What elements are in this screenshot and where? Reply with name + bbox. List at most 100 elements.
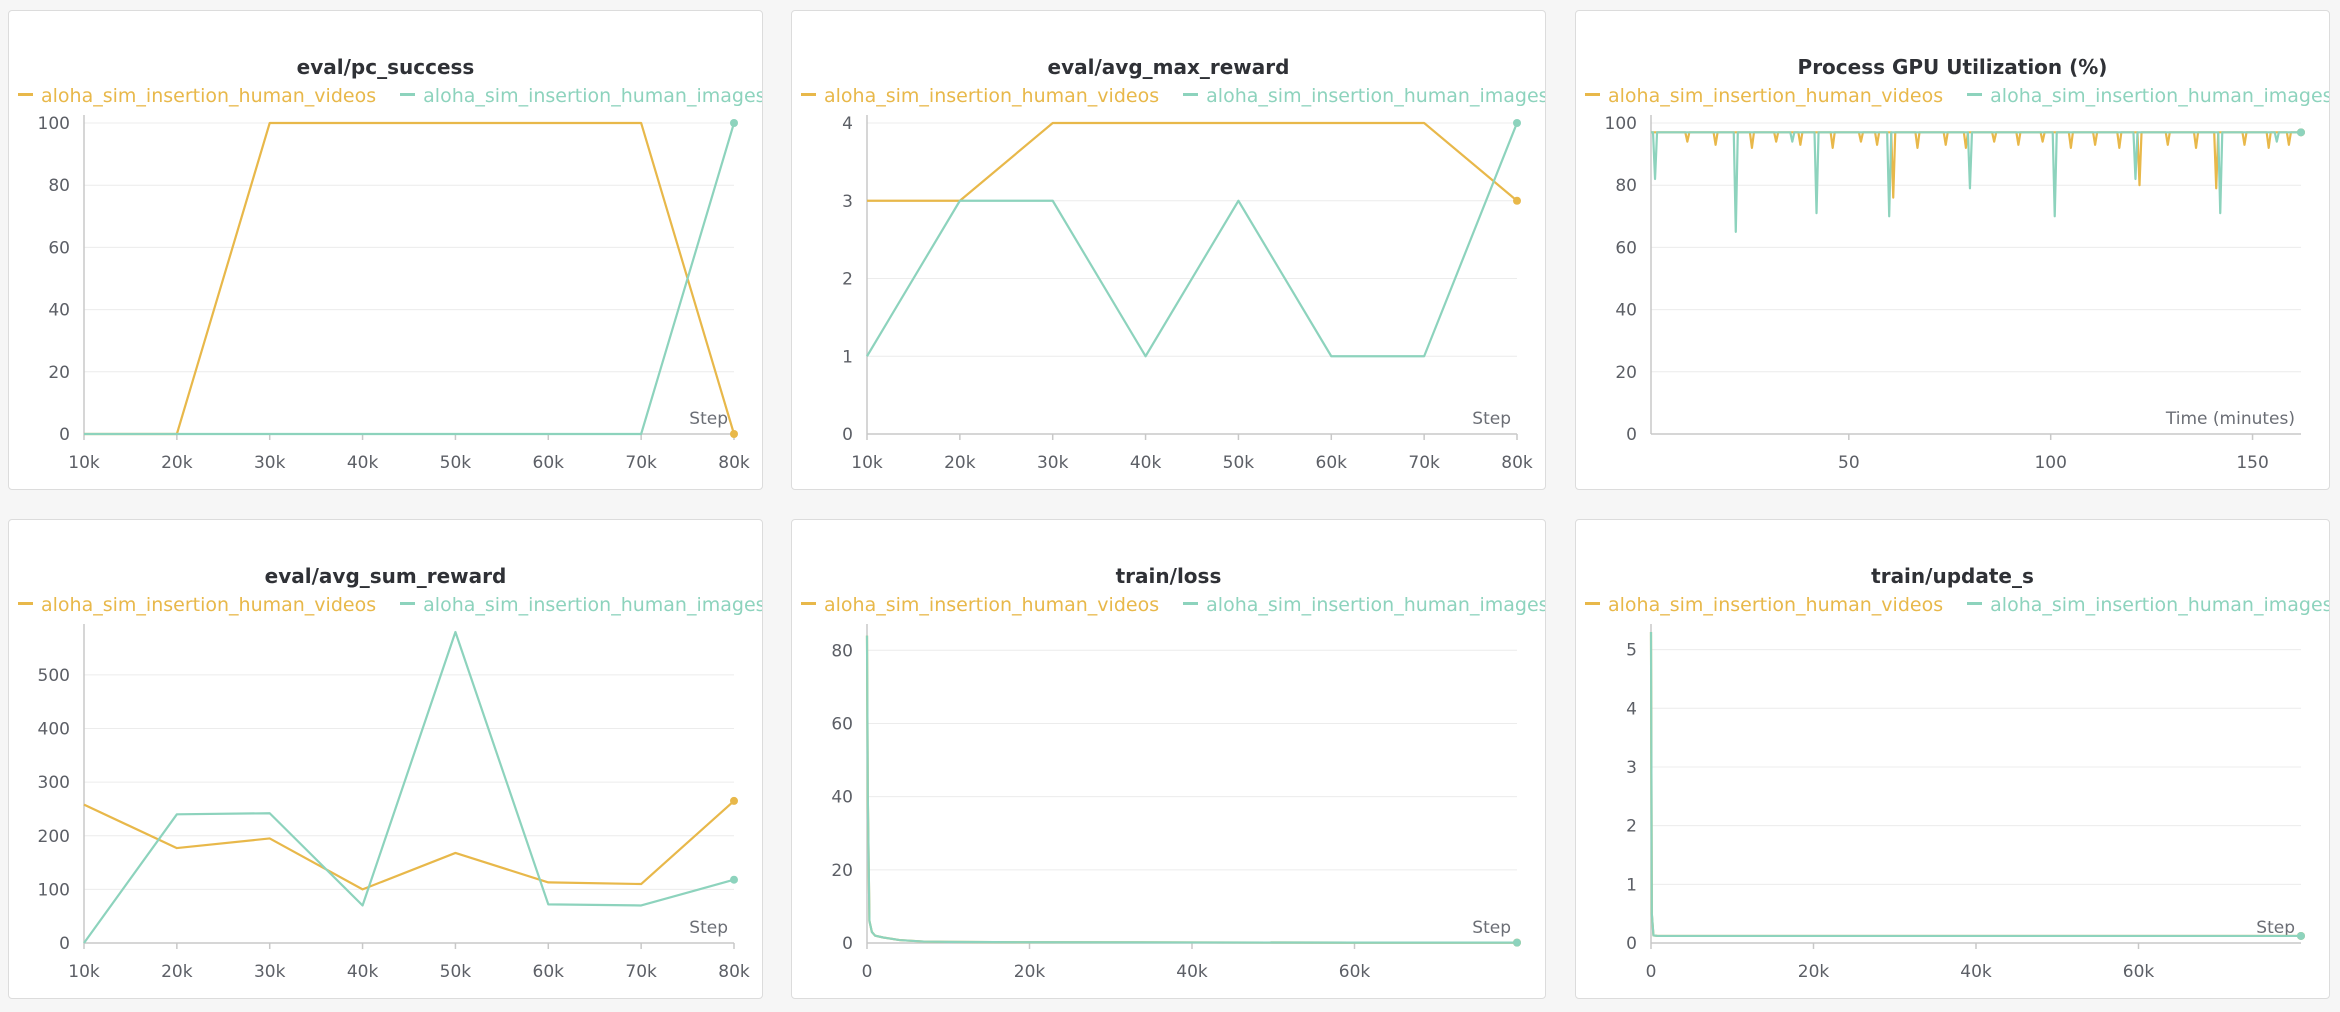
series-line-images [83,630,735,944]
chart-legend: aloha_sim_insertion_human_videos aloha_s… [9,594,762,616]
x-tick-label: 40k [1176,962,1208,982]
x-axis-label: Step [689,918,728,938]
x-tick-label: 150 [2236,453,2268,473]
series-line-videos [865,635,1517,944]
series-line-images [866,122,1519,358]
chart-title: eval/avg_max_reward [1047,55,1290,79]
y-tick-label: 80 [48,176,70,196]
legend-item-videos[interactable]: aloha_sim_insertion_human_videos [801,594,1159,616]
y-tick-label: 80 [831,641,853,661]
legend-label: aloha_sim_insertion_human_images [423,594,763,616]
legend-label: aloha_sim_insertion_human_videos [824,594,1160,616]
x-tick-label: 60k [2123,962,2155,982]
x-tick-label: 20k [161,453,193,473]
y-tick-label: 20 [831,861,853,881]
y-tick-label: 0 [59,934,70,954]
legend-label: aloha_sim_insertion_human_images [1206,594,1546,616]
chart-plot-area[interactable]: 0 20 40 60 80 100 10k 20k 30k 40k 50k 60k 70k 80k Step [9,11,763,490]
x-tick-label: 60k [533,453,565,473]
legend-label: aloha_sim_insertion_human_images [423,85,763,107]
legend-label: aloha_sim_insertion_human_videos [824,85,1160,107]
legend-label: aloha_sim_insertion_human_images [1990,85,2330,107]
y-tick-label: 0 [1626,425,1637,445]
y-tick-label: 4 [842,114,853,134]
y-tick-label: 20 [48,363,70,383]
y-tick-label: 60 [831,714,853,734]
x-tick-label: 10k [68,962,100,982]
chart-title: eval/pc_success [296,55,475,79]
x-axis-label: Step [1472,409,1511,429]
legend-item-videos[interactable]: aloha_sim_insertion_human_videos [1585,594,1943,616]
series-endpoint-images [2297,128,2305,137]
y-tick-label: 60 [1615,238,1637,258]
legend-item-images[interactable]: aloha_sim_insertion_human_images [400,594,763,616]
legend-swatch-videos [801,93,816,96]
y-tick-label: 40 [831,788,853,808]
x-tick-label: 40k [1960,962,1992,982]
chart-plot-area[interactable]: 0 1 2 3 4 5 0 20k 40k 60k Step [1576,520,2330,999]
legend-item-images[interactable]: aloha_sim_insertion_human_images [1967,594,2330,616]
chart-plot-area[interactable]: 0 100 200 300 400 500 10k 20k 30k 40k 50k 60k 70k 80k… [9,520,763,999]
series-line-images [1649,631,2301,938]
x-axis-label: Time (minutes) [2165,409,2295,429]
legend-swatch-images [400,602,416,605]
chart-legend: aloha_sim_insertion_human_videos aloha_s… [792,594,1545,616]
legend-item-images[interactable]: aloha_sim_insertion_human_images [400,85,763,107]
series-endpoint-videos [1513,196,1521,205]
legend-item-images[interactable]: aloha_sim_insertion_human_images [1967,85,2330,107]
series-endpoint-images [2297,931,2305,940]
legend-swatch-videos [801,602,816,605]
legend-label: aloha_sim_insertion_human_videos [1608,594,1944,616]
x-tick-label: 80k [718,453,750,473]
y-tick-label: 300 [38,773,70,793]
y-tick-label: 5 [1626,641,1637,661]
chart-plot-area[interactable]: 0 20 40 60 80 100 50 100 150 Time (minutes) [1576,11,2330,490]
chart-plot-area[interactable]: 0 20 40 60 80 0 20k 40k 60k Step [792,520,1546,999]
legend-swatch-images [1183,93,1199,96]
series-line-videos [867,121,1518,202]
y-tick-label: 0 [842,425,853,445]
x-tick-label: 50k [440,453,472,473]
legend-item-videos[interactable]: aloha_sim_insertion_human_videos [1585,85,1943,107]
x-tick-label: 50k [1223,453,1255,473]
series-line-images [1651,131,2301,233]
y-tick-label: 100 [1605,114,1637,134]
y-tick-label: 4 [1626,699,1637,719]
x-tick-label: 50 [1838,453,1860,473]
y-tick-label: 400 [38,720,70,740]
x-tick-label: 20k [944,453,976,473]
chart-legend: aloha_sim_insertion_human_videos aloha_s… [1576,85,2329,107]
series-line-videos [1649,631,2301,938]
chart-panel-avg-max-reward: eval/avg_max_reward aloha_sim_insertion_… [791,10,1546,490]
legend-item-videos[interactable]: aloha_sim_insertion_human_videos [18,594,376,616]
x-tick-label: 10k [68,453,100,473]
legend-label: aloha_sim_insertion_human_images [1206,85,1546,107]
y-tick-label: 3 [1626,758,1637,778]
x-axis-label: Step [689,409,728,429]
chart-title: train/loss [1115,564,1222,588]
legend-label: aloha_sim_insertion_human_images [1990,594,2330,616]
series-line-images [84,122,736,436]
y-tick-label: 500 [38,666,70,686]
y-tick-label: 0 [842,934,853,954]
chart-title: Process GPU Utilization (%) [1797,55,2108,79]
legend-item-videos[interactable]: aloha_sim_insertion_human_videos [801,85,1159,107]
y-tick-label: 0 [1626,934,1637,954]
x-axis-label: Step [2256,918,2295,938]
legend-label: aloha_sim_insertion_human_videos [1608,85,1944,107]
legend-item-images[interactable]: aloha_sim_insertion_human_images [1183,85,1546,107]
legend-swatch-videos [18,93,33,96]
x-tick-label: 60k [1316,453,1348,473]
y-tick-label: 100 [38,880,70,900]
legend-item-videos[interactable]: aloha_sim_insertion_human_videos [18,85,376,107]
series-line-videos [1651,131,2301,199]
legend-label: aloha_sim_insertion_human_videos [41,594,377,616]
series-endpoint-images [1513,938,1521,947]
legend-item-images[interactable]: aloha_sim_insertion_human_images [1183,594,1546,616]
x-tick-label: 0 [862,962,873,982]
x-tick-label: 60k [533,962,565,982]
series-endpoint-videos [730,796,738,805]
series-endpoint-images [730,119,738,127]
chart-plot-area[interactable]: 0 1 2 3 4 10k 20k 30k 40k 50k 60k 70k 80k Step [792,11,1546,490]
y-tick-label: 1 [1626,875,1637,895]
